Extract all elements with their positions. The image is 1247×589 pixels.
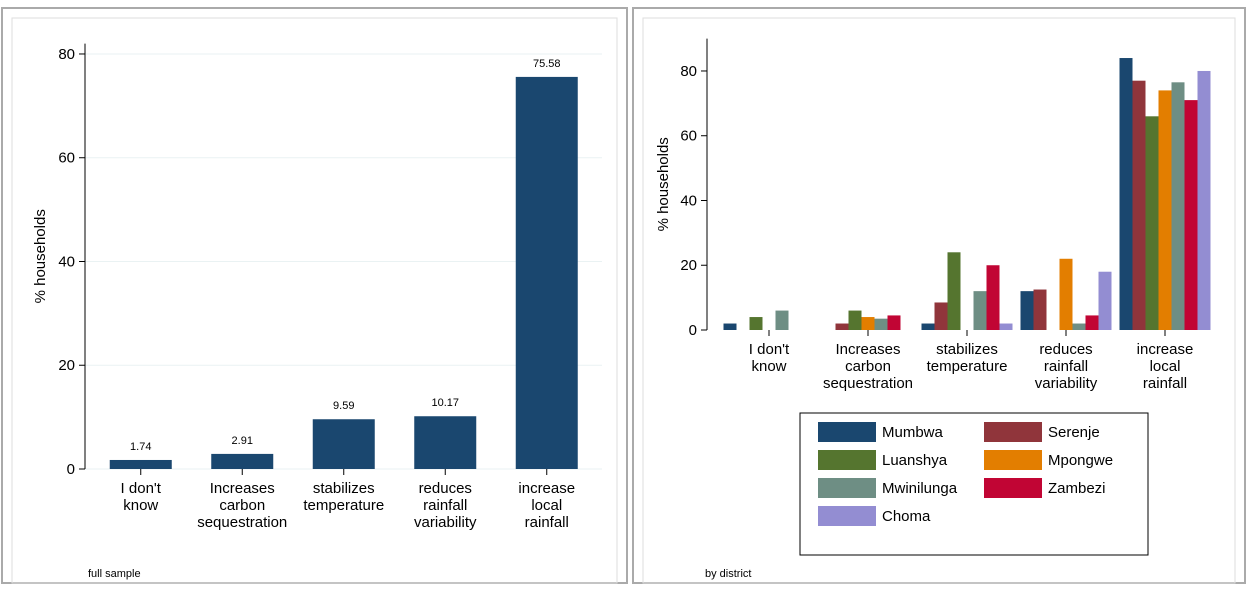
bar	[1171, 82, 1185, 330]
legend-label: Luanshya	[882, 452, 948, 469]
y-tick-label: 40	[58, 253, 75, 270]
bar	[1098, 271, 1112, 330]
bar	[874, 318, 888, 330]
bar	[775, 310, 789, 330]
bar	[211, 453, 274, 469]
x-tick-label: stabilizes	[936, 341, 998, 358]
y-tick-label: 20	[58, 357, 75, 374]
y-tick-label: 60	[680, 128, 697, 145]
y-tick-label: 0	[689, 322, 697, 339]
legend-swatch	[818, 478, 876, 498]
y-tick-label: 60	[58, 150, 75, 167]
x-tick-label: variability	[414, 514, 477, 531]
x-tick-label: rainfall	[1143, 375, 1187, 392]
x-tick-label: carbon	[219, 497, 265, 514]
bar	[414, 416, 477, 469]
bar	[848, 310, 862, 330]
x-tick-label: rainfall	[423, 497, 467, 514]
panel-inner	[11, 17, 618, 584]
x-tick-label: I don't	[749, 341, 790, 358]
bar	[1033, 289, 1047, 330]
x-tick-label: I don't	[121, 480, 162, 497]
bar	[1132, 80, 1146, 331]
x-tick-label: temperature	[927, 358, 1008, 375]
note: by district	[705, 568, 751, 580]
x-tick-label: know	[751, 358, 786, 375]
y-axis-label: % households	[655, 137, 672, 231]
y-tick-label: 0	[67, 461, 75, 478]
bar	[921, 323, 935, 330]
x-tick-label: reduces	[419, 480, 472, 497]
x-tick-label: sequestration	[823, 375, 913, 392]
y-tick-label: 80	[58, 46, 75, 63]
value-label: 9.59	[333, 400, 354, 412]
bar	[1072, 323, 1086, 330]
x-tick-label: increase	[1137, 341, 1194, 358]
legend-swatch	[818, 422, 876, 442]
bar	[934, 302, 948, 330]
y-tick-label: 20	[680, 257, 697, 274]
bar	[986, 265, 1000, 330]
x-tick-label: rainfall	[1044, 358, 1088, 375]
bar	[1158, 90, 1172, 330]
legend-swatch	[984, 450, 1042, 470]
bar	[1020, 291, 1034, 330]
x-tick-label: stabilizes	[313, 480, 375, 497]
value-label: 1.74	[130, 441, 151, 453]
bar	[723, 323, 737, 330]
x-tick-label: Increases	[210, 480, 275, 497]
legend-label: Choma	[882, 508, 931, 525]
legend-swatch	[984, 478, 1042, 498]
y-axis-label: % households	[32, 209, 49, 303]
value-label: 2.91	[232, 435, 253, 447]
value-label: 75.58	[533, 58, 561, 70]
y-tick-label: 40	[680, 192, 697, 209]
bar	[999, 323, 1013, 330]
x-tick-label: reduces	[1039, 341, 1092, 358]
bar	[1197, 70, 1211, 330]
legend-label: Zambezi	[1048, 480, 1106, 497]
value-label: 10.17	[431, 397, 459, 409]
bar	[312, 419, 375, 469]
bar	[109, 459, 172, 469]
bar	[749, 317, 763, 330]
legend-swatch	[818, 506, 876, 526]
x-tick-label: local	[531, 497, 562, 514]
panel-inner	[642, 17, 1236, 584]
legend-swatch	[984, 422, 1042, 442]
x-tick-label: local	[1150, 358, 1181, 375]
legend-label: Mpongwe	[1048, 452, 1113, 469]
bar	[835, 323, 849, 330]
bar	[1085, 315, 1099, 330]
x-tick-label: rainfall	[525, 514, 569, 531]
legend-swatch	[818, 450, 876, 470]
x-tick-label: carbon	[845, 358, 891, 375]
bar	[861, 317, 875, 330]
bar	[1059, 258, 1073, 330]
bar	[1145, 116, 1159, 330]
legend-label: Serenje	[1048, 424, 1100, 441]
note: full sample	[88, 568, 141, 580]
bar	[1119, 58, 1133, 330]
x-tick-label: sequestration	[197, 514, 287, 531]
bar	[1184, 100, 1198, 331]
x-tick-label: temperature	[303, 497, 384, 514]
y-tick-label: 80	[680, 63, 697, 80]
x-tick-label: increase	[518, 480, 575, 497]
legend-label: Mumbwa	[882, 424, 944, 441]
bar	[887, 315, 901, 330]
x-tick-label: variability	[1035, 375, 1098, 392]
bar	[947, 252, 961, 330]
x-tick-label: Increases	[835, 341, 900, 358]
legend-label: Mwinilunga	[882, 480, 958, 497]
x-tick-label: know	[123, 497, 158, 514]
bar	[973, 291, 987, 330]
bar	[515, 76, 578, 470]
